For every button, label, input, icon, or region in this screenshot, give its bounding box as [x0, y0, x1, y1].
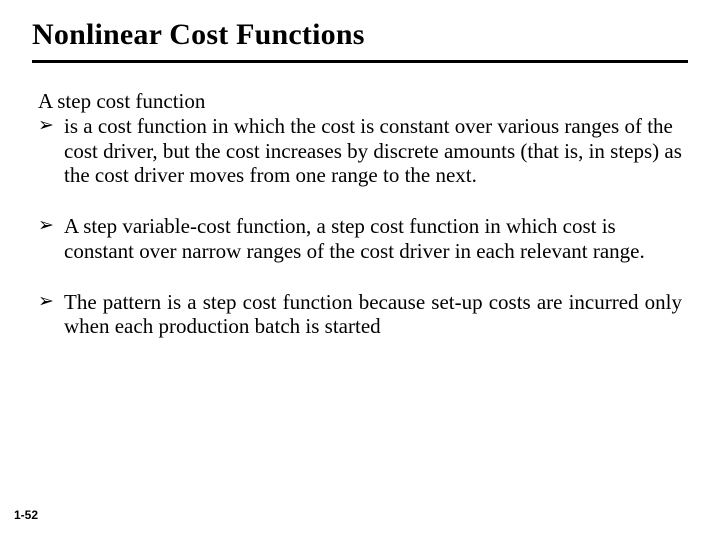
bullet-item: ➢ is a cost function in which the cost i… [38, 114, 682, 188]
bullet-marker-icon: ➢ [38, 215, 54, 237]
bullet-text: A step variable-cost function, a step co… [64, 214, 645, 263]
slide: Nonlinear Cost Functions A step cost fun… [0, 0, 720, 540]
bullet-marker-icon: ➢ [38, 115, 54, 137]
bullet-item: ➢ A step variable-cost function, a step … [38, 214, 682, 264]
page-number: 1-52 [14, 508, 38, 522]
bullet-marker-icon: ➢ [38, 291, 54, 313]
bullet-text: is a cost function in which the cost is … [64, 114, 682, 188]
slide-title: Nonlinear Cost Functions [32, 18, 688, 63]
bullet-list: ➢ is a cost function in which the cost i… [38, 114, 682, 339]
bullet-item: ➢ The pattern is a step cost function be… [38, 290, 682, 340]
intro-text: A step cost function [38, 89, 682, 114]
bullet-text: The pattern is a step cost function beca… [64, 290, 682, 339]
